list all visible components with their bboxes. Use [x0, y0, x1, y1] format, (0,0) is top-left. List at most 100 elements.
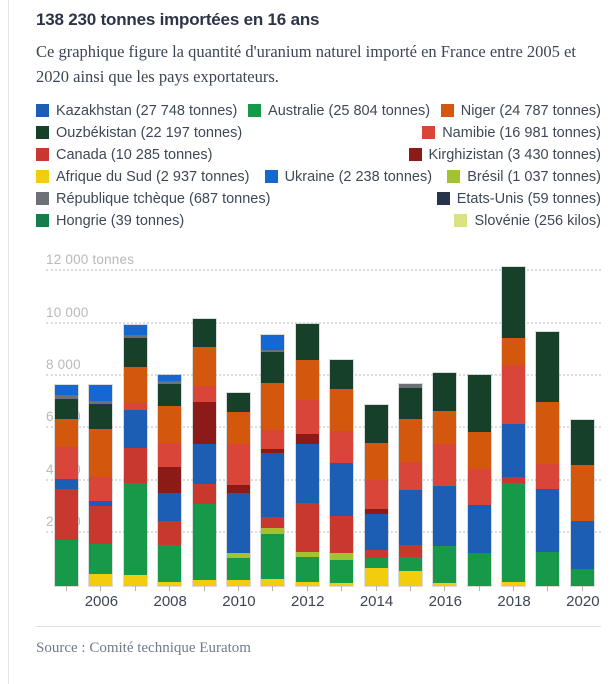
- bar-segment[interactable]: [123, 575, 147, 586]
- bar-segment[interactable]: [158, 443, 182, 468]
- bar-segment[interactable]: [158, 384, 182, 406]
- bar-segment[interactable]: [330, 559, 354, 584]
- bar-2012[interactable]: [294, 323, 320, 587]
- bar-segment[interactable]: [226, 553, 250, 559]
- bar-2006[interactable]: [88, 383, 114, 587]
- bar-segment[interactable]: [364, 557, 388, 569]
- bar-segment[interactable]: [330, 515, 354, 554]
- bar-segment[interactable]: [123, 338, 147, 367]
- bar-segment[interactable]: [261, 528, 285, 535]
- bar-segment[interactable]: [295, 556, 319, 582]
- bar-segment[interactable]: [89, 400, 113, 404]
- bar-segment[interactable]: [364, 442, 388, 481]
- bar-segment[interactable]: [55, 395, 78, 399]
- bar-segment[interactable]: [433, 583, 457, 586]
- bar-segment[interactable]: [330, 388, 354, 432]
- bar-segment[interactable]: [226, 443, 250, 485]
- bar-segment[interactable]: [89, 573, 113, 586]
- bar-segment[interactable]: [55, 418, 78, 447]
- bar-segment[interactable]: [158, 520, 182, 545]
- bar-segment[interactable]: [192, 318, 216, 348]
- bar-segment[interactable]: [123, 325, 147, 335]
- bar-segment[interactable]: [158, 374, 182, 382]
- bar-segment[interactable]: [570, 521, 594, 569]
- bar-segment[interactable]: [570, 419, 594, 466]
- bar-segment[interactable]: [398, 387, 422, 419]
- bar-segment[interactable]: [295, 503, 319, 552]
- bar-segment[interactable]: [89, 500, 113, 506]
- bar-segment[interactable]: [261, 429, 285, 449]
- bar-segment[interactable]: [364, 509, 388, 515]
- bar-segment[interactable]: [330, 583, 354, 586]
- bar-segment[interactable]: [467, 468, 491, 506]
- bar-segment[interactable]: [261, 383, 285, 430]
- bar-segment[interactable]: [261, 448, 285, 454]
- bar-segment[interactable]: [330, 431, 354, 464]
- bar-segment[interactable]: [433, 372, 457, 411]
- bar-segment[interactable]: [467, 431, 491, 469]
- bar-segment[interactable]: [261, 352, 285, 384]
- bar-segment[interactable]: [364, 568, 388, 586]
- bar-segment[interactable]: [295, 434, 319, 445]
- bar-segment[interactable]: [89, 428, 113, 478]
- bar-segment[interactable]: [502, 582, 526, 586]
- bar-2020[interactable]: [569, 418, 595, 587]
- bar-segment[interactable]: [89, 477, 113, 501]
- bar-segment[interactable]: [226, 493, 250, 554]
- bar-2015[interactable]: [397, 382, 423, 587]
- bar-segment[interactable]: [89, 384, 113, 401]
- bar-2016[interactable]: [432, 371, 458, 587]
- bar-segment[interactable]: [330, 553, 354, 560]
- bar-segment[interactable]: [536, 489, 560, 553]
- bar-segment[interactable]: [295, 581, 319, 586]
- bar-2019[interactable]: [535, 331, 561, 587]
- bar-segment[interactable]: [502, 364, 526, 425]
- bar-segment[interactable]: [192, 385, 216, 403]
- bar-segment[interactable]: [295, 400, 319, 435]
- bar-segment[interactable]: [55, 539, 78, 586]
- bar-segment[interactable]: [261, 578, 285, 586]
- bar-segment[interactable]: [502, 337, 526, 365]
- bar-segment[interactable]: [261, 453, 285, 518]
- bar-segment[interactable]: [261, 534, 285, 579]
- bar-segment[interactable]: [55, 478, 78, 489]
- bar-2014[interactable]: [363, 403, 389, 587]
- bar-segment[interactable]: [123, 403, 147, 410]
- bar-segment[interactable]: [467, 505, 491, 553]
- bar-segment[interactable]: [364, 514, 388, 551]
- bar-segment[interactable]: [226, 484, 250, 494]
- bar-segment[interactable]: [295, 324, 319, 360]
- bar-segment[interactable]: [467, 552, 491, 586]
- bar-segment[interactable]: [330, 359, 354, 389]
- bar-segment[interactable]: [55, 399, 78, 419]
- bar-segment[interactable]: [158, 493, 182, 521]
- bar-segment[interactable]: [398, 461, 422, 490]
- bar-segment[interactable]: [295, 359, 319, 401]
- bar-segment[interactable]: [295, 444, 319, 504]
- bar-segment[interactable]: [433, 545, 457, 584]
- bar-segment[interactable]: [261, 517, 285, 529]
- bar-segment[interactable]: [364, 550, 388, 558]
- bar-segment[interactable]: [226, 393, 250, 413]
- bar-segment[interactable]: [398, 489, 422, 546]
- bar-segment[interactable]: [123, 448, 147, 484]
- bar-segment[interactable]: [467, 374, 491, 432]
- bar-2007[interactable]: [122, 324, 148, 587]
- bar-segment[interactable]: [123, 483, 147, 576]
- bar-segment[interactable]: [502, 266, 526, 338]
- bar-segment[interactable]: [570, 465, 594, 522]
- bar-segment[interactable]: [123, 410, 147, 449]
- bar-segment[interactable]: [192, 347, 216, 386]
- bar-segment[interactable]: [295, 551, 319, 557]
- bar-segment[interactable]: [192, 504, 216, 581]
- bar-segment[interactable]: [433, 443, 457, 486]
- bar-segment[interactable]: [364, 404, 388, 443]
- bar-segment[interactable]: [433, 485, 457, 546]
- bar-segment[interactable]: [502, 482, 526, 583]
- bar-segment[interactable]: [192, 444, 216, 485]
- bar-2017[interactable]: [466, 373, 492, 587]
- bar-segment[interactable]: [89, 543, 113, 574]
- bar-2008[interactable]: [157, 373, 183, 587]
- bar-segment[interactable]: [536, 332, 560, 402]
- bar-2009[interactable]: [191, 317, 217, 587]
